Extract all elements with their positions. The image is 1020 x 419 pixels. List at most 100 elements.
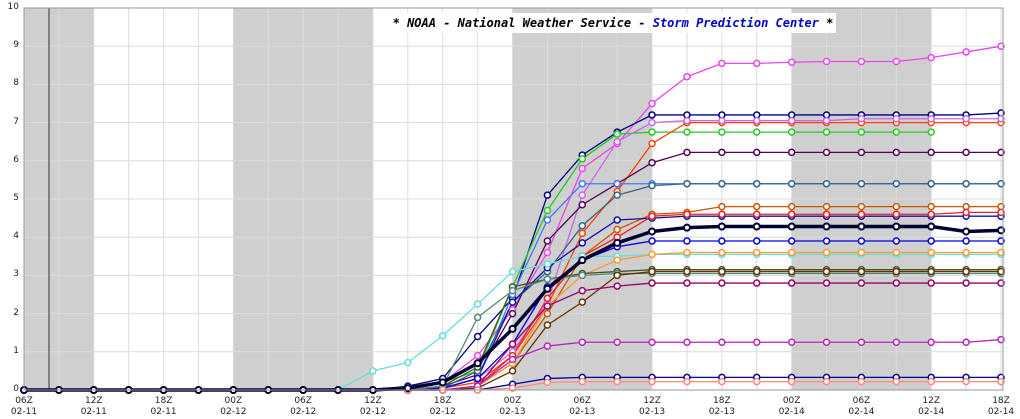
data-point	[683, 73, 691, 81]
data-point	[718, 237, 726, 245]
data-point	[683, 128, 691, 136]
data-point	[822, 279, 831, 287]
y-tick-label: 2	[13, 307, 19, 318]
data-point	[962, 115, 970, 123]
data-point	[543, 237, 552, 245]
data-point	[892, 179, 901, 188]
data-point	[962, 279, 970, 287]
data-point	[857, 128, 866, 136]
y-tick-label: 7	[13, 116, 19, 127]
data-point	[753, 248, 761, 257]
data-point	[543, 260, 552, 268]
data-point	[438, 332, 447, 340]
data-point	[613, 179, 621, 188]
x-tick-label: 00Z 02-14	[778, 396, 805, 417]
x-tick-label: 12Z 02-11	[80, 396, 107, 417]
data-point	[648, 158, 656, 167]
data-point	[683, 338, 691, 346]
data-point	[613, 137, 621, 146]
data-point	[648, 250, 656, 259]
data-point	[473, 313, 482, 322]
data-point	[543, 216, 552, 224]
data-point	[613, 130, 621, 138]
x-tick-label: 06Z 02-11	[10, 396, 38, 417]
data-point	[857, 148, 866, 157]
data-point	[648, 111, 656, 119]
data-point	[543, 248, 552, 257]
data-point	[857, 248, 866, 257]
data-point	[648, 227, 657, 236]
data-point	[822, 116, 831, 125]
y-tick-label: 9	[13, 40, 19, 51]
data-point	[822, 128, 831, 136]
data-point	[787, 128, 796, 136]
data-point	[683, 116, 691, 125]
data-point	[857, 377, 866, 386]
data-point	[822, 179, 831, 188]
data-point	[543, 206, 552, 215]
data-point	[857, 179, 866, 188]
y-tick-label: 3	[13, 269, 19, 280]
data-point	[787, 338, 796, 346]
x-tick-label: 06Z 02-13	[569, 396, 596, 417]
data-point	[683, 237, 691, 245]
data-point	[683, 148, 691, 157]
data-point	[508, 324, 517, 333]
x-tick-label: 18Z 02-13	[708, 396, 735, 417]
plot-frame	[23, 7, 1004, 391]
data-point	[787, 279, 796, 287]
data-point	[648, 377, 656, 386]
data-point	[857, 202, 866, 211]
data-point	[927, 53, 935, 62]
x-tick-label: 06Z 02-14	[848, 396, 875, 417]
x-tick-label: 00Z 02-13	[499, 396, 526, 417]
data-point	[857, 279, 866, 287]
data-point	[857, 222, 866, 231]
data-point	[613, 191, 621, 199]
data-point	[962, 237, 970, 245]
data-point	[578, 256, 587, 265]
y-tick-label: 1	[13, 345, 19, 356]
data-point	[857, 267, 866, 276]
data-point	[718, 179, 726, 188]
data-point	[578, 221, 587, 230]
data-point	[857, 338, 866, 346]
data-point	[927, 237, 935, 245]
data-point	[892, 237, 901, 245]
data-point	[787, 237, 796, 245]
data-point	[787, 210, 796, 219]
data-point	[927, 377, 935, 386]
data-point	[613, 238, 622, 247]
data-point	[787, 202, 796, 211]
data-point	[438, 378, 447, 387]
data-point	[578, 179, 587, 188]
x-tick-label: 18Z 02-12	[429, 396, 456, 417]
x-tick-label: 12Z 02-14	[918, 396, 945, 417]
data-point	[648, 139, 656, 148]
data-point	[718, 248, 726, 257]
data-point	[613, 225, 621, 234]
data-point	[753, 59, 761, 68]
y-tick-label: 8	[13, 78, 19, 89]
data-point	[787, 179, 796, 188]
data-point	[578, 200, 587, 209]
data-point	[648, 267, 656, 276]
data-point	[578, 286, 587, 295]
data-point	[613, 256, 621, 264]
data-point	[787, 148, 796, 157]
x-tick-label: 00Z 02-12	[220, 396, 247, 417]
data-point	[892, 128, 901, 136]
y-tick-label: 4	[13, 231, 19, 242]
data-point	[892, 377, 901, 386]
data-point	[857, 57, 866, 66]
x-tick-label: 06Z 02-12	[290, 396, 317, 417]
data-point	[822, 338, 831, 346]
y-tick-label: 10	[7, 2, 19, 12]
data-point	[892, 267, 901, 276]
data-point	[892, 222, 901, 231]
data-point	[578, 191, 587, 199]
data-point	[753, 116, 761, 125]
y-tick-label: 6	[13, 154, 19, 165]
data-point	[753, 267, 761, 276]
